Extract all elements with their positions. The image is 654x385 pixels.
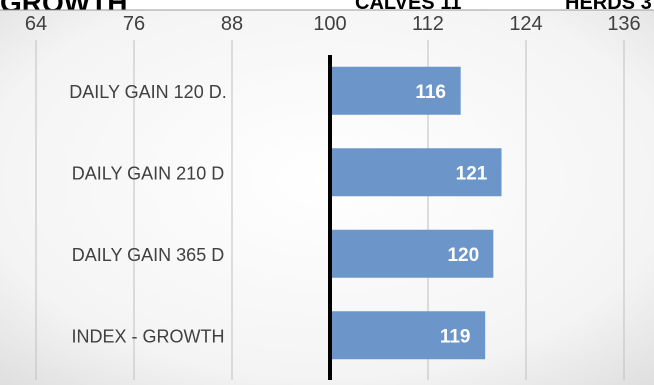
category-label-daily-gain-120-d: DAILY GAIN 120 D. [69, 82, 226, 102]
bar-value-label-daily-gain-120-d: 116 [415, 82, 446, 103]
bar-index-growth [330, 311, 486, 360]
x-tick-label-64: 64 [25, 13, 47, 35]
bar-daily-gain-120-d [330, 66, 461, 115]
x-tick-label-100: 100 [313, 13, 346, 35]
x-tick-label-112: 112 [412, 13, 444, 35]
bar-daily-gain-365-d [330, 229, 494, 278]
bar-value-label-index-growth: 119 [440, 326, 471, 347]
x-axis-ticks: 64 76 88 100 112 124 136 [25, 13, 641, 35]
category-label-daily-gain-365-d: DAILY GAIN 365 D [72, 245, 224, 265]
x-tick-label-76: 76 [123, 13, 145, 35]
category-label-index-growth: INDEX - GROWTH [72, 326, 225, 346]
plot-background [0, 10, 654, 385]
category-labels: DAILY GAIN 120 D. DAILY GAIN 210 D DAILY G… [69, 82, 226, 347]
bar-value-label-daily-gain-210-d: 121 [456, 163, 488, 184]
bar-daily-gain-210-d [330, 148, 502, 197]
x-tick-label-124: 124 [509, 13, 542, 35]
bars: 116 121 120 119 [330, 66, 502, 360]
x-tick-label-88: 88 [221, 13, 243, 35]
category-label-daily-gain-210-d: DAILY GAIN 210 D [72, 163, 224, 183]
bar-value-label-daily-gain-365-d: 120 [447, 245, 479, 266]
x-tick-label-136: 136 [607, 13, 640, 35]
